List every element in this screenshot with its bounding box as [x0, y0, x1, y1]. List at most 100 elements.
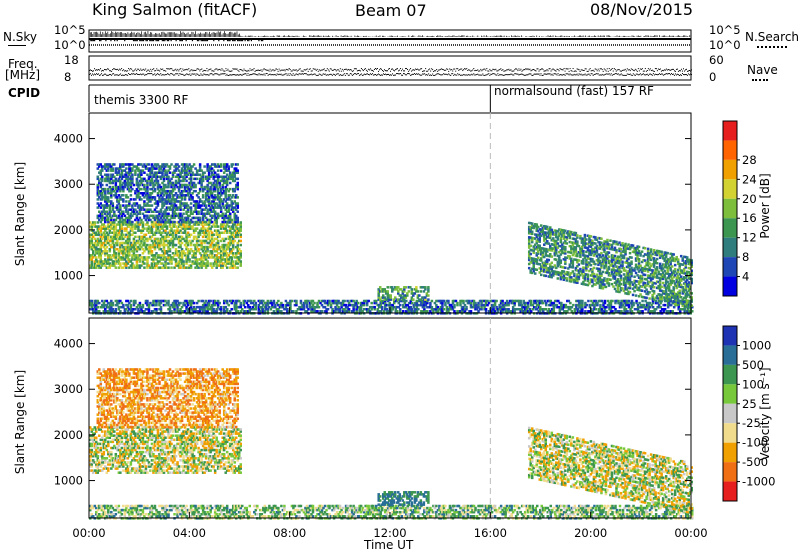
power-cell: [239, 233, 242, 237]
nave-trace: [671, 73, 673, 75]
freq-trace: [506, 69, 508, 71]
nave-trace: [256, 74, 258, 76]
power-cell: [216, 241, 220, 245]
nave-trace: [327, 74, 329, 76]
power-cell: [183, 177, 187, 181]
power-cell: [162, 245, 166, 249]
freq-trace: [216, 68, 218, 70]
nave-trace: [454, 73, 456, 75]
power-cell: [123, 241, 127, 245]
freq-trace: [193, 69, 195, 71]
power-cell: [197, 247, 200, 251]
power-cell: [128, 187, 131, 191]
power-cell: [213, 245, 217, 249]
power-cell: [167, 181, 170, 185]
power-cell: [216, 196, 220, 199]
power-cell: [92, 243, 95, 247]
power-cell: [227, 260, 230, 263]
power-cell: [114, 252, 118, 255]
nave-trace: [571, 74, 573, 76]
nsearch-trace: [146, 40, 148, 42]
power-cell: [126, 241, 130, 245]
power-cell: [104, 247, 107, 251]
nave-trace: [461, 74, 463, 76]
power-cell: [150, 310, 154, 313]
power-cell: [141, 252, 145, 255]
power-cell: [128, 252, 131, 255]
power-cell: [201, 175, 205, 179]
freq-trace: [625, 70, 627, 72]
nave-trace: [157, 73, 159, 75]
freq-trace: [689, 70, 691, 72]
power-cell: [123, 264, 127, 267]
power-cell: [237, 227, 241, 230]
power-cell: [117, 231, 121, 234]
power-cell: [123, 169, 127, 172]
freq-trace: [276, 69, 278, 71]
freq-trace: [147, 69, 149, 71]
freq-trace: [250, 69, 252, 71]
power-cell: [173, 310, 176, 313]
power-cell: [107, 227, 110, 230]
power-cell: [155, 179, 158, 183]
nsky-line-key: [8, 45, 26, 46]
power-cell: [233, 167, 236, 170]
power-cell: [143, 171, 146, 174]
power-cell: [159, 171, 163, 174]
power-cell: [182, 225, 185, 228]
nave-trace: [272, 74, 274, 76]
power-cell: [200, 243, 203, 247]
power-cell: [203, 258, 206, 261]
power-cell: [168, 310, 172, 313]
freq-trace: [423, 70, 425, 72]
nave-trace: [363, 73, 365, 75]
power-cell: [107, 189, 110, 193]
power-cell: [114, 307, 118, 311]
freq-trace: [416, 69, 418, 71]
power-cell: [231, 239, 235, 243]
nave-trace: [512, 74, 514, 76]
power-cell: [137, 194, 140, 197]
power-cell: [90, 241, 94, 245]
freq-trace: [134, 69, 136, 71]
power-cell: [90, 247, 94, 251]
power-cell: [107, 163, 110, 166]
power-cell: [171, 216, 175, 220]
nsearch-trace: [201, 40, 204, 42]
freq-trace: [185, 69, 187, 71]
power-cell: [105, 169, 109, 172]
power-cell: [108, 254, 112, 257]
power-cell: [179, 200, 182, 203]
power-cell: [153, 241, 157, 245]
power-cell: [138, 210, 142, 213]
power-cell: [155, 163, 158, 166]
power-cell: [146, 208, 149, 211]
power-cell: [171, 225, 175, 228]
nave-trace: [441, 74, 443, 76]
power-cell: [93, 243, 97, 247]
freq-trace: [313, 68, 315, 70]
freq-trace: [317, 70, 319, 72]
freq-trace: [211, 70, 213, 72]
freq-trace: [293, 69, 295, 71]
power-cell: [204, 177, 208, 181]
power-cell: [134, 191, 137, 195]
power-cell: [212, 173, 215, 177]
power-cell: [104, 220, 107, 224]
nave-trace: [554, 73, 556, 75]
power-cell: [168, 223, 172, 226]
power-cell: [110, 167, 113, 170]
power-cell: [162, 266, 166, 269]
power-cell: [141, 260, 145, 263]
power-cell: [102, 303, 106, 307]
power-cell: [92, 252, 95, 255]
power-cell: [231, 243, 235, 247]
nave-trace: [358, 74, 360, 76]
freq-trace: [514, 69, 516, 71]
power-cell: [149, 266, 152, 269]
power-cell: [197, 262, 200, 265]
power-cell: [120, 223, 124, 226]
nave-trace: [524, 74, 526, 76]
freq-trace: [118, 69, 120, 71]
power-cell: [159, 254, 163, 257]
